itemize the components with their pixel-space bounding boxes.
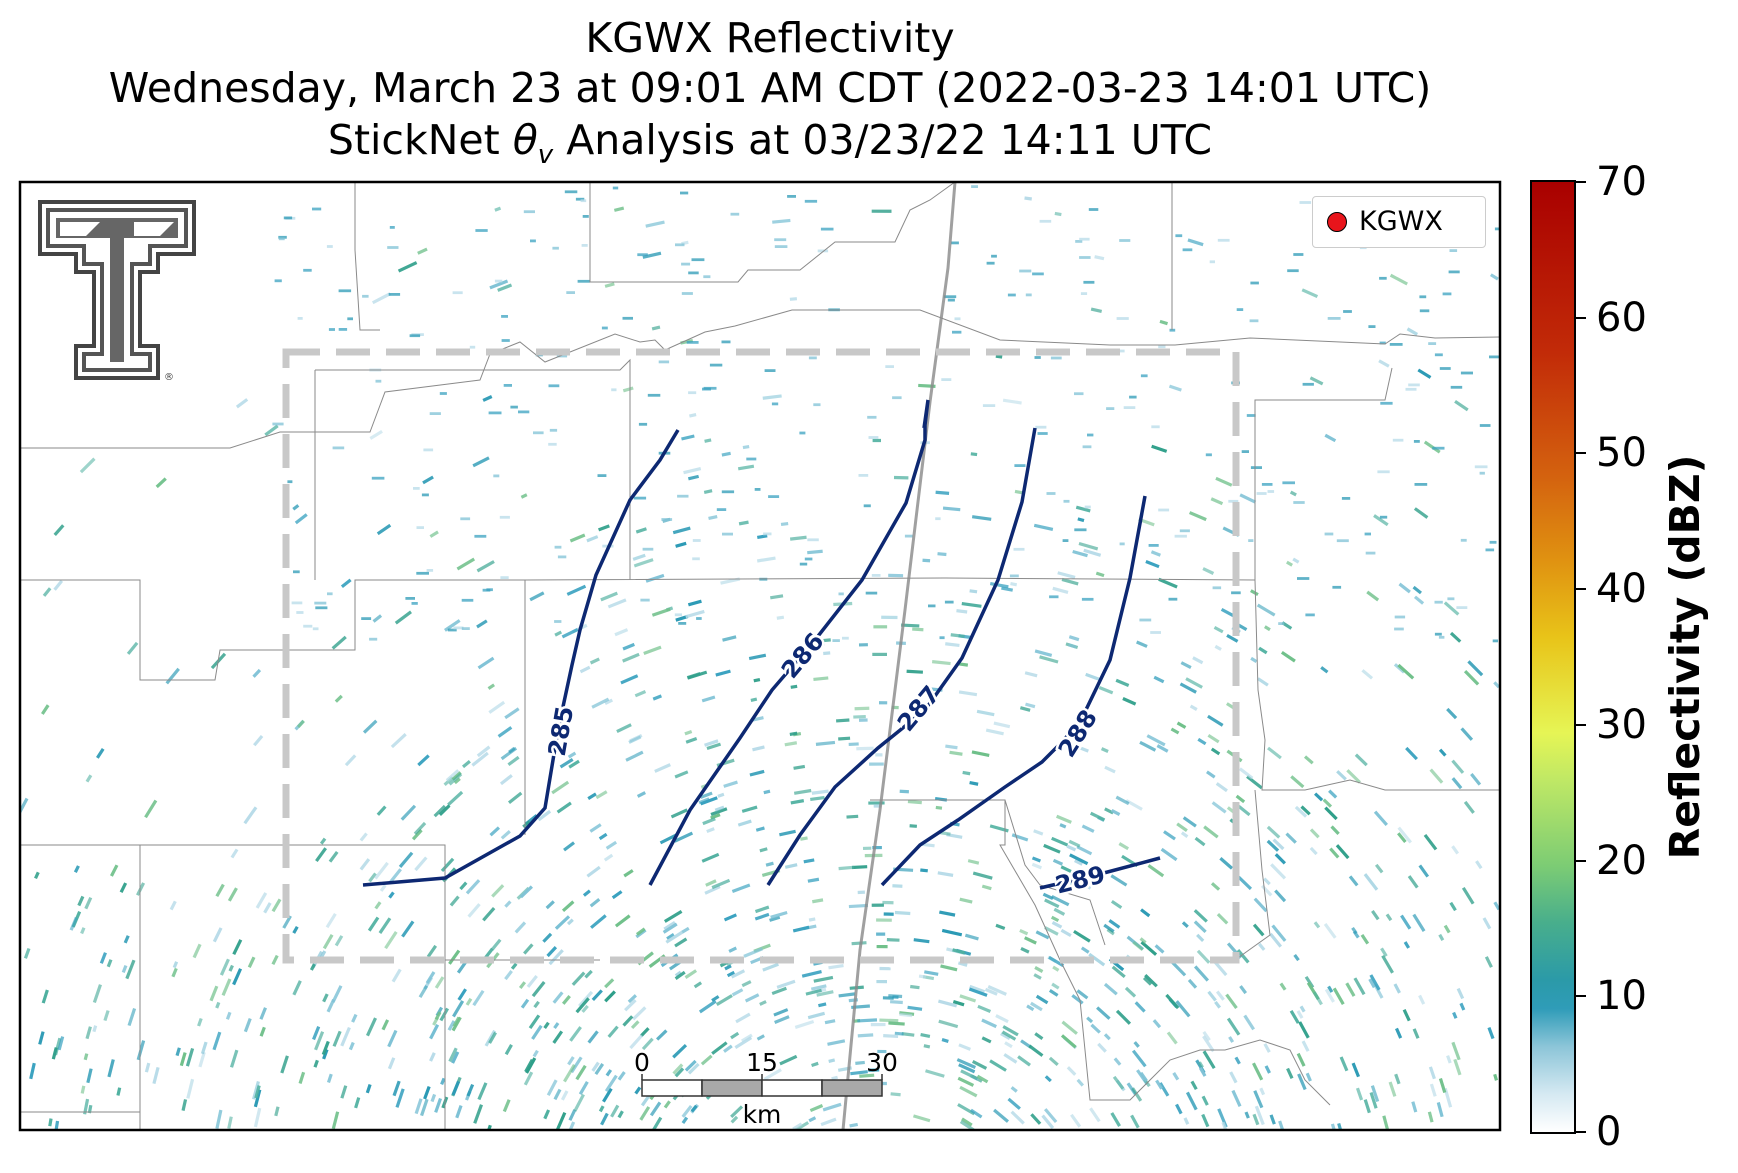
radar-echoes bbox=[20, 185, 1500, 1130]
colorbar-tick bbox=[1576, 452, 1586, 455]
colorbar-tick bbox=[1576, 1131, 1586, 1133]
radar-marker-icon bbox=[1327, 212, 1347, 232]
colorbar-tick-label: 0 bbox=[1596, 1109, 1622, 1155]
contour-285 bbox=[362, 429, 680, 887]
county-boundaries bbox=[20, 182, 1500, 1130]
colorbar-tick-label: 30 bbox=[1596, 701, 1647, 748]
title-line-2: Wednesday, March 23 at 09:01 AM CDT (202… bbox=[108, 64, 1432, 112]
colorbar-label: Reflectivity (dBZ) bbox=[1661, 454, 1709, 860]
texas-tech-double-t-logo: ® bbox=[38, 200, 196, 383]
scale-tick-0: 0 bbox=[634, 1048, 650, 1077]
scale-unit: km bbox=[743, 1100, 782, 1129]
theta-v-contours bbox=[362, 399, 1161, 890]
colorbar-tick bbox=[1576, 588, 1586, 591]
analysis-domain-box bbox=[282, 348, 1240, 964]
highway-line bbox=[841, 182, 957, 1130]
colorbar-tick-label: 40 bbox=[1596, 566, 1647, 613]
contour-288 bbox=[880, 495, 1147, 887]
title-line-3: StickNet θv Analysis at 03/23/22 14:11 U… bbox=[327, 116, 1213, 171]
colorbar-tick-label: 60 bbox=[1596, 294, 1647, 341]
colorbar-tick bbox=[1576, 316, 1586, 319]
legend-label: KGWX bbox=[1359, 206, 1443, 237]
scale-bar: 0 15 30 km bbox=[634, 1048, 898, 1129]
colorbar-tick-label: 10 bbox=[1596, 973, 1647, 1020]
svg-text:®: ® bbox=[164, 372, 174, 383]
colorbar-tick-label: 70 bbox=[1596, 159, 1647, 205]
colorbar-tick bbox=[1576, 723, 1586, 726]
colorbar bbox=[1530, 180, 1576, 1134]
colorbar-tick-label: 50 bbox=[1596, 430, 1647, 477]
contour-289 bbox=[1039, 856, 1161, 890]
map-legend: KGWX bbox=[1312, 196, 1486, 248]
colorbar-tick bbox=[1576, 181, 1586, 183]
scale-tick-15: 15 bbox=[746, 1048, 778, 1077]
title-line-1: KGWX Reflectivity bbox=[585, 14, 955, 62]
map-frame bbox=[18, 180, 1502, 1132]
colorbar-tick-label: 20 bbox=[1596, 837, 1647, 884]
contour-287 bbox=[766, 427, 1037, 886]
colorbar-tick bbox=[1576, 859, 1586, 862]
scale-tick-30: 30 bbox=[866, 1048, 898, 1077]
colorbar-tick bbox=[1576, 995, 1586, 998]
contour-286 bbox=[648, 399, 930, 886]
